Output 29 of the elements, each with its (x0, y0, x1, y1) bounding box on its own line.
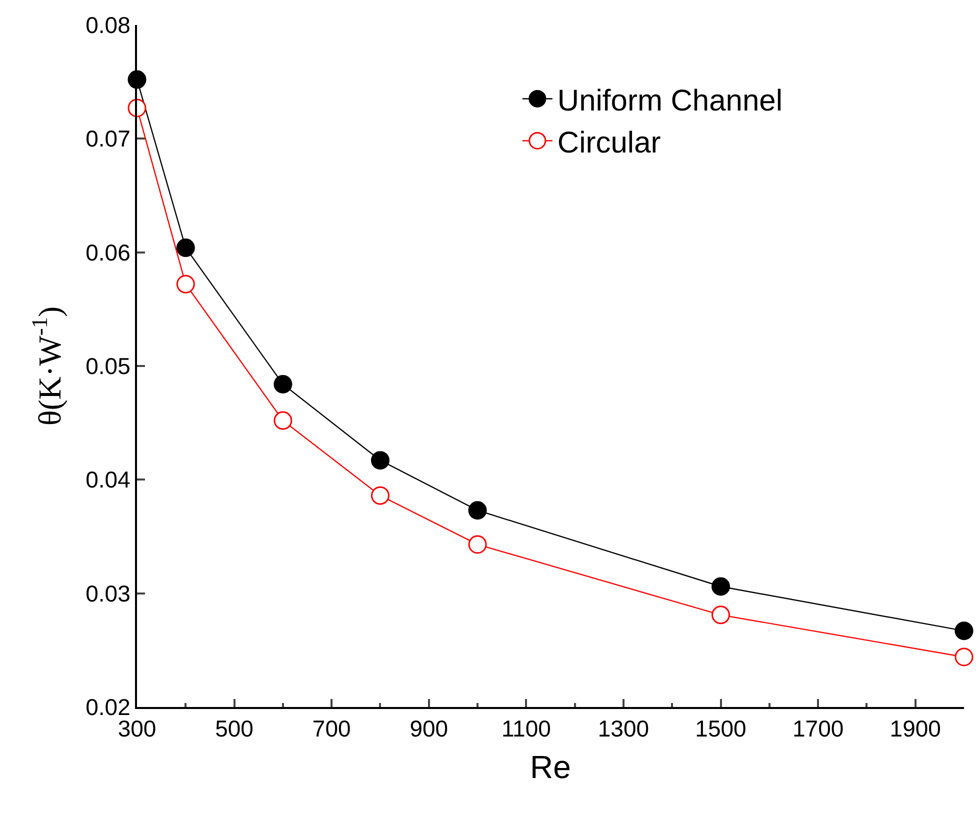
point (468, 535, 487, 554)
point (954, 622, 974, 640)
y-tick-label: 0.05 (86, 353, 130, 380)
x-tick-label: 1700 (792, 716, 844, 742)
x-tick-label: 1300 (598, 716, 650, 742)
point (712, 577, 730, 596)
point (712, 606, 730, 624)
point (274, 374, 292, 394)
point (176, 238, 195, 258)
y-tick-label: 0.07 (86, 126, 130, 152)
legend-label: Circular (557, 126, 661, 160)
x-tick-label: 1100 (501, 716, 551, 742)
x-tick-label: 1900 (890, 716, 941, 742)
point (371, 486, 390, 505)
point (954, 648, 974, 666)
y-tick-label: 0.04 (86, 466, 131, 493)
x-axis-title: Re (530, 749, 571, 785)
y-tick-label: 0.06 (86, 239, 130, 266)
point (468, 501, 487, 520)
y-tick-label: 0.03 (86, 580, 130, 606)
x-tick-label: 700 (312, 716, 351, 742)
legend-label: Uniform Channel (557, 84, 783, 118)
point (274, 411, 292, 430)
y-tick-label: 0.08 (86, 12, 130, 38)
point (176, 274, 195, 294)
x-tick-label: 900 (410, 716, 448, 742)
x-tick-label: 500 (215, 716, 254, 742)
x-tick-label: 1500 (695, 716, 746, 742)
point (371, 451, 390, 470)
